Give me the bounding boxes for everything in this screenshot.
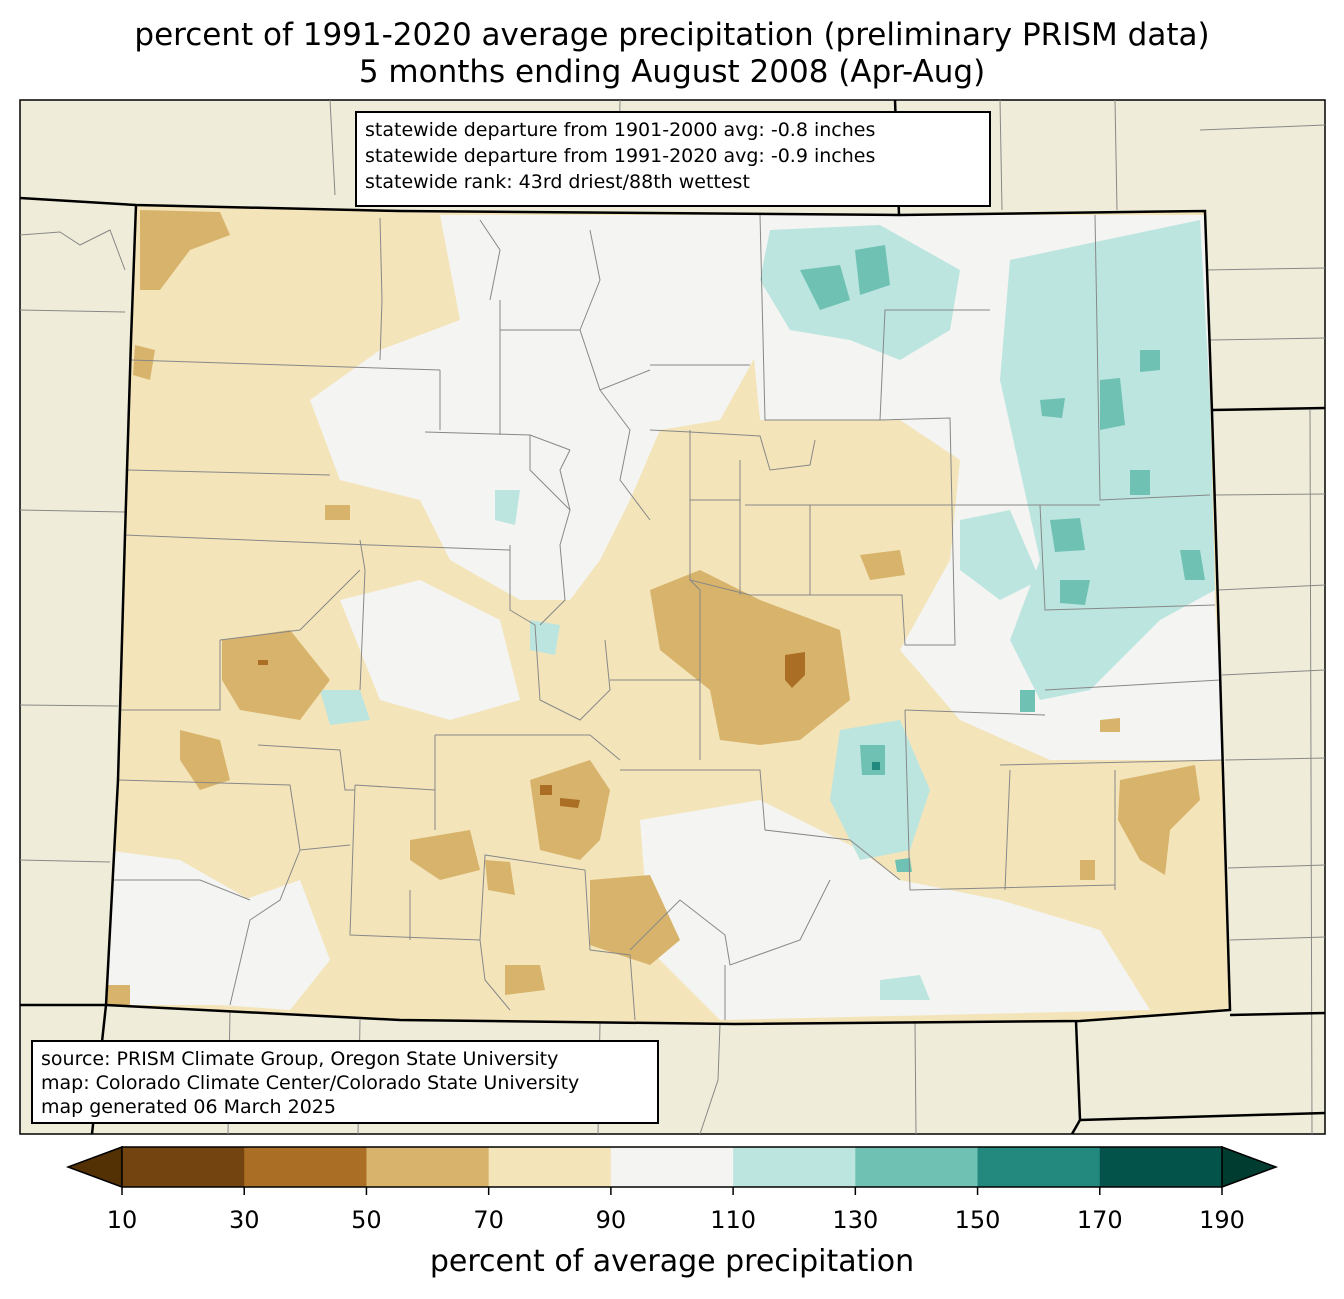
colorbar-segment: [488, 1147, 612, 1187]
colorbar-tick-label: 150: [954, 1206, 1001, 1234]
stat-rank: statewide rank: 43rd driest/88th wettest: [365, 171, 750, 193]
colorbar-tick-label: 50: [351, 1206, 382, 1234]
colorbar: [65, 1145, 1279, 1195]
colorbar-tick-label: 10: [106, 1206, 138, 1234]
map-title-line1: percent of 1991-2020 average precipitati…: [134, 17, 1210, 53]
source-line-map: map: Colorado Climate Center/Colorado St…: [41, 1072, 580, 1094]
colorbar-over-arrow: [1221, 1145, 1279, 1189]
colorado-precip-field: [106, 205, 1230, 1024]
source-box: source: PRISM Climate Group, Oregon Stat…: [31, 1040, 659, 1124]
colorbar-tick-label: 30: [228, 1206, 260, 1234]
colorbar-segment: [366, 1147, 490, 1187]
state-borders: [20, 100, 1325, 1134]
colorbar-label: percent of average precipitation: [429, 1244, 915, 1279]
colorbar-tick-label: 190: [1199, 1206, 1245, 1234]
colorbar-segment: [244, 1147, 367, 1187]
county-lines: [110, 214, 1226, 1021]
colorbar-segment: [855, 1147, 979, 1187]
colorbar-segment: [122, 1147, 245, 1187]
source-line-prism: source: PRISM Climate Group, Oregon Stat…: [41, 1048, 559, 1070]
stat-departure-1991-2020: statewide departure from 1991-2020 avg: …: [365, 145, 876, 167]
stat-departure-1901-2000: statewide departure from 1901-2000 avg: …: [365, 119, 876, 141]
colorbar-tick-label: 170: [1076, 1206, 1123, 1234]
colorbar-segment: [1099, 1147, 1223, 1187]
colorbar-segment: [977, 1147, 1101, 1187]
map-title-line2: 5 months ending August 2008 (Apr-Aug): [358, 54, 986, 90]
source-line-generated: map generated 06 March 2025: [41, 1096, 336, 1118]
colorbar-segment: [610, 1147, 734, 1187]
colorbar-tick-label: 90: [595, 1206, 627, 1234]
statewide-stats-box: statewide departure from 1901-2000 avg: …: [355, 111, 991, 207]
colorbar-tick-label: 110: [710, 1206, 757, 1234]
colorbar-tick-label: 70: [473, 1206, 504, 1234]
colorbar-under-arrow: [65, 1145, 123, 1189]
colorbar-segment: [733, 1147, 856, 1187]
colorbar-tick-label: 130: [832, 1206, 879, 1234]
